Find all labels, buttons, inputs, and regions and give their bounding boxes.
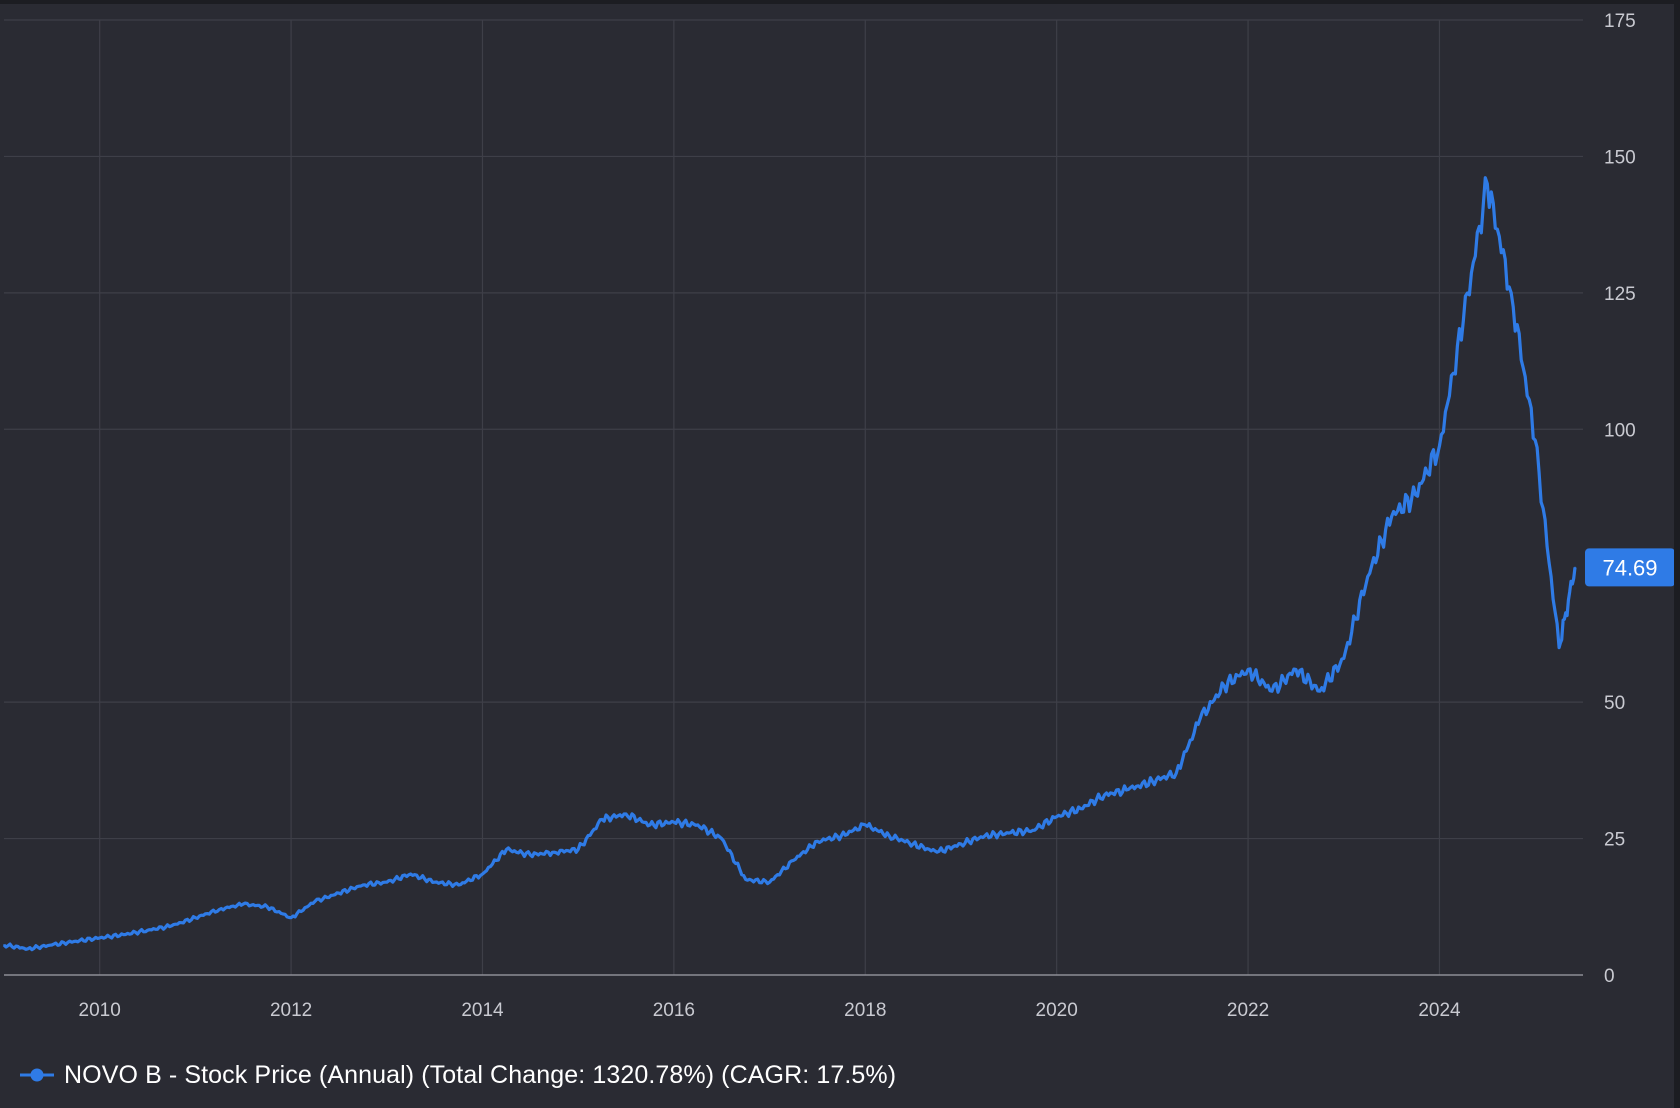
price-point <box>720 837 723 840</box>
price-point <box>98 937 101 939</box>
price-point <box>792 859 795 862</box>
price-point <box>1534 439 1536 442</box>
series-layer <box>2 176 1577 952</box>
legend[interactable]: NOVO B - Stock Price (Annual) (Total Cha… <box>18 1060 896 1090</box>
price-point <box>266 905 268 908</box>
price-point <box>960 843 962 845</box>
price-point <box>1008 832 1010 834</box>
price-point <box>912 843 914 845</box>
price-point <box>457 884 460 886</box>
price-point <box>146 929 149 932</box>
legend-label: NOVO B - Stock Price (Annual) (Total Cha… <box>64 1060 897 1089</box>
y-tick-label: 0 <box>1604 966 1615 987</box>
price-point <box>553 851 556 854</box>
price-point <box>1127 788 1130 791</box>
x-tick-label: 2012 <box>270 1000 312 1021</box>
price-point <box>290 916 292 919</box>
x-tick-label: 2024 <box>1418 1000 1461 1021</box>
y-tick-label: 150 <box>1604 147 1636 168</box>
price-point <box>122 933 125 936</box>
price-point <box>242 903 245 905</box>
legend-marker-icon <box>20 1068 54 1082</box>
price-point <box>936 851 938 854</box>
price-point <box>697 824 699 826</box>
price-point <box>888 835 890 837</box>
price-point <box>1247 668 1249 671</box>
price-point <box>1103 794 1106 796</box>
price-point <box>409 873 412 875</box>
price-point <box>1295 668 1297 671</box>
price-point <box>27 948 29 950</box>
last-value-label: 74.69 <box>1602 555 1657 580</box>
price-point <box>1438 444 1441 447</box>
price-point <box>481 873 484 875</box>
price-point <box>218 908 221 911</box>
x-tick-label: 2020 <box>1036 1000 1078 1021</box>
grid <box>4 19 1583 975</box>
price-point <box>1558 646 1560 649</box>
price-point <box>984 835 986 837</box>
x-tick-label: 2016 <box>653 1000 695 1021</box>
price-point <box>1271 690 1273 693</box>
x-tick-label: 2014 <box>461 1000 504 1021</box>
price-point <box>1342 657 1345 660</box>
price-series-line <box>2 176 1577 952</box>
price-point <box>194 916 197 919</box>
y-tick-label: 100 <box>1604 420 1636 441</box>
y-tick-label: 125 <box>1604 284 1636 305</box>
price-point <box>601 818 603 821</box>
x-tick-label: 2022 <box>1227 1000 1269 1021</box>
last-value-tag-bg <box>1585 548 1675 587</box>
y-tick-label: 50 <box>1604 693 1625 714</box>
y-tick-label: 25 <box>1604 830 1625 851</box>
price-point <box>840 835 843 837</box>
price-point <box>1199 717 1202 720</box>
price-point <box>1462 319 1465 321</box>
price-point <box>1055 815 1058 818</box>
price-point <box>649 824 651 826</box>
price-point <box>673 821 675 823</box>
axes: 2010 2012 2014 2016 2018 2020 2022 2024 0 25 50 100… <box>4 11 1636 1021</box>
price-point <box>1223 684 1225 687</box>
price-point <box>1486 182 1489 185</box>
price-point <box>385 881 388 884</box>
price-point <box>1414 493 1417 496</box>
price-point <box>170 925 173 927</box>
price-point <box>816 840 819 843</box>
price-point <box>1079 807 1082 810</box>
right-edge <box>1674 0 1680 1108</box>
price-point <box>362 884 364 886</box>
price-point <box>74 940 77 942</box>
price-point <box>1366 575 1369 578</box>
price-point <box>1175 772 1178 774</box>
price-point <box>314 900 316 903</box>
price-point <box>744 878 747 881</box>
price-point <box>625 813 627 815</box>
price-point <box>1319 690 1321 693</box>
price-point <box>338 892 340 894</box>
price-point <box>1151 780 1154 783</box>
y-tick-label: 175 <box>1604 11 1636 32</box>
price-point <box>433 881 436 884</box>
price-point <box>1390 515 1393 518</box>
top-edge <box>0 0 1680 4</box>
x-tick-label: 2010 <box>79 1000 121 1021</box>
price-point <box>1510 292 1513 294</box>
x-tick-label: 2018 <box>844 1000 886 1021</box>
price-point <box>577 848 579 851</box>
price-point <box>864 824 867 826</box>
price-point <box>505 848 508 851</box>
price-point <box>768 881 771 884</box>
price-point <box>1574 566 1576 569</box>
price-point <box>529 854 532 856</box>
price-point <box>1031 829 1034 832</box>
price-point <box>51 944 53 946</box>
last-value-tag: 74.69 <box>1585 548 1675 587</box>
price-point <box>3 944 5 946</box>
